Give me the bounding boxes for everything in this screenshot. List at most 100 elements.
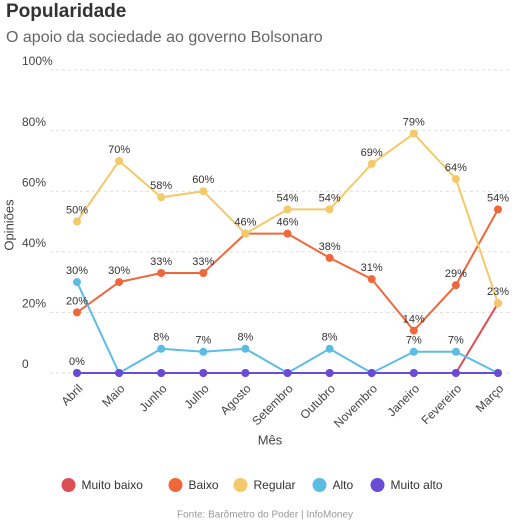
x-tick-label: Setembro bbox=[249, 381, 296, 428]
data-label: 30% bbox=[108, 265, 130, 277]
legend-swatch bbox=[61, 478, 76, 492]
point bbox=[325, 344, 334, 353]
y-tick-label: 40% bbox=[22, 236, 46, 250]
point bbox=[494, 369, 502, 377]
point bbox=[325, 369, 334, 377]
point bbox=[157, 193, 166, 202]
x-tick-label: Janeiro bbox=[384, 381, 422, 419]
legend-label: Muito baixo bbox=[82, 478, 144, 492]
point bbox=[325, 205, 334, 214]
x-tick-label: Fevereiro bbox=[419, 381, 465, 427]
data-label: 54% bbox=[487, 192, 509, 204]
data-label: 0% bbox=[69, 356, 85, 368]
legend-label: Regular bbox=[254, 478, 296, 492]
point bbox=[283, 369, 292, 377]
data-label: 79% bbox=[403, 117, 425, 129]
data-label: 29% bbox=[445, 268, 467, 280]
data-label: 54% bbox=[276, 192, 298, 204]
legend-label: Muito alto bbox=[391, 478, 443, 492]
line bbox=[76, 281, 499, 375]
x-tick-label: Abril bbox=[58, 381, 85, 408]
data-label: 31% bbox=[361, 262, 383, 274]
y-axis-label: Opiniões bbox=[1, 199, 16, 251]
point bbox=[283, 205, 292, 214]
point bbox=[199, 347, 208, 356]
point bbox=[451, 175, 460, 184]
y-tick-label: 20% bbox=[22, 297, 46, 311]
x-tick-label: Junho bbox=[137, 381, 170, 414]
data-label: 8% bbox=[153, 332, 169, 344]
data-label: 70% bbox=[108, 144, 130, 156]
y-tick-label: 60% bbox=[22, 175, 46, 189]
legend-label: Baixo bbox=[189, 478, 219, 492]
data-label: 14% bbox=[403, 313, 425, 325]
point bbox=[199, 187, 208, 196]
point bbox=[73, 217, 81, 226]
data-label: 8% bbox=[237, 332, 253, 344]
data-label: 38% bbox=[319, 241, 341, 253]
point bbox=[367, 369, 376, 377]
point bbox=[409, 369, 418, 377]
data-label: 54% bbox=[319, 192, 341, 204]
data-label: 7% bbox=[448, 335, 464, 347]
x-axis-label: Mês bbox=[258, 432, 283, 447]
data-label: 33% bbox=[192, 256, 214, 268]
point bbox=[325, 253, 334, 262]
data-label: 7% bbox=[406, 335, 422, 347]
x-tick-label: Maio bbox=[99, 381, 128, 410]
point bbox=[409, 347, 418, 356]
point bbox=[367, 275, 376, 284]
data-label: 20% bbox=[66, 295, 88, 307]
legend-swatch bbox=[312, 478, 327, 492]
point bbox=[157, 269, 166, 278]
point bbox=[451, 347, 460, 356]
data-label: 30% bbox=[66, 265, 88, 277]
point bbox=[115, 156, 124, 165]
x-tick-label: Março bbox=[473, 381, 507, 415]
legend-label: Alto bbox=[333, 478, 354, 492]
data-label: 7% bbox=[195, 335, 211, 347]
point bbox=[199, 269, 208, 278]
point bbox=[73, 278, 81, 287]
data-label: 64% bbox=[445, 162, 467, 174]
point bbox=[157, 344, 166, 353]
y-tick-label: 100% bbox=[22, 54, 53, 68]
point bbox=[283, 229, 292, 238]
y-tick-label: 0 bbox=[22, 357, 29, 371]
legend-swatch bbox=[168, 478, 183, 492]
point bbox=[199, 369, 208, 377]
point bbox=[367, 159, 376, 168]
point bbox=[409, 326, 418, 335]
point bbox=[409, 129, 418, 138]
point bbox=[451, 281, 460, 290]
chart-title: Popularidade bbox=[6, 1, 126, 22]
legend-swatch bbox=[233, 478, 248, 492]
data-label: 33% bbox=[150, 256, 172, 268]
data-label: 23% bbox=[487, 286, 509, 298]
point bbox=[494, 299, 502, 308]
point bbox=[157, 369, 166, 377]
point bbox=[241, 344, 250, 353]
point bbox=[73, 369, 81, 377]
line bbox=[77, 302, 499, 374]
x-tick-label: Novembro bbox=[331, 381, 380, 430]
y-tick-label: 80% bbox=[22, 115, 46, 129]
legend-swatch bbox=[370, 478, 385, 492]
point bbox=[451, 369, 460, 377]
x-tick-label: Outubro bbox=[297, 381, 338, 422]
x-tick-label: Julho bbox=[181, 381, 211, 411]
point bbox=[494, 205, 502, 214]
data-label: 50% bbox=[66, 204, 88, 216]
point bbox=[73, 308, 81, 317]
data-label: 46% bbox=[276, 217, 298, 229]
data-label: 69% bbox=[361, 147, 383, 159]
data-label: 8% bbox=[322, 332, 338, 344]
x-tick-label: Agosto bbox=[217, 381, 254, 418]
point bbox=[115, 369, 124, 377]
data-label: 60% bbox=[192, 174, 214, 186]
point bbox=[115, 278, 124, 287]
point bbox=[241, 369, 250, 377]
source: Fonte: Barômetro do Poder | InfoMoney bbox=[177, 510, 353, 521]
data-label: 58% bbox=[150, 180, 172, 192]
